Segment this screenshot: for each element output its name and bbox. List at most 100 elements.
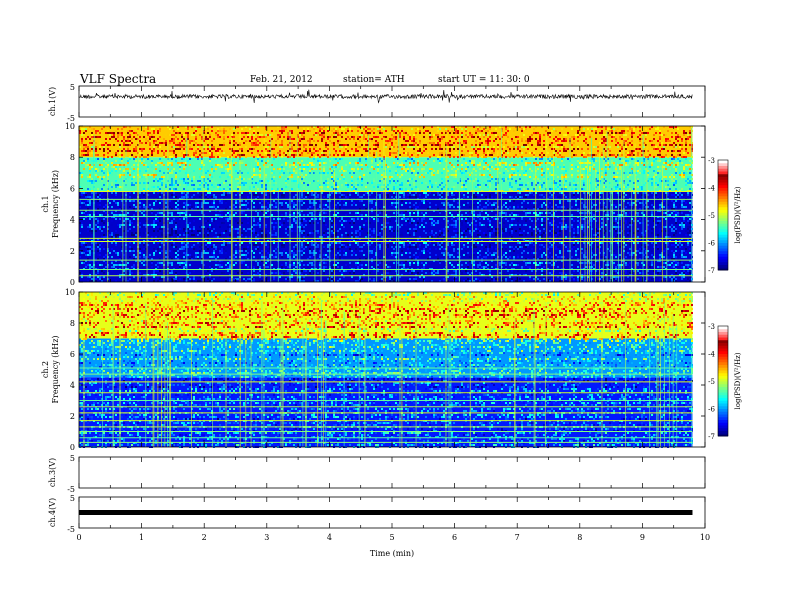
spectrogram-cell — [191, 196, 193, 198]
spectrogram-cell — [385, 186, 387, 188]
spectrogram-cell — [323, 126, 325, 128]
spectrogram-cell — [407, 146, 409, 148]
spectrogram-cell — [613, 212, 615, 214]
spectrogram-cell — [659, 154, 661, 156]
spectrogram-cell — [573, 192, 575, 194]
spectrogram-cell — [235, 212, 237, 214]
spectrogram-cell — [507, 140, 509, 142]
spectrogram-cell — [141, 142, 143, 144]
spectrogram-cell — [681, 176, 683, 178]
spectrogram-cell — [283, 196, 285, 198]
spectrogram-cell — [551, 214, 553, 216]
spectrogram-cell — [499, 194, 501, 196]
spectrogram-cell — [597, 186, 599, 188]
spectrogram-cell — [99, 194, 101, 196]
spectrogram-cell — [315, 132, 317, 134]
spectrogram-cell — [129, 144, 131, 146]
spectrogram-cell — [557, 168, 559, 170]
spectrogram-cell — [107, 152, 109, 154]
spectrogram-cell — [503, 202, 505, 204]
spectrogram-cell — [447, 144, 449, 146]
spectrogram-cell — [159, 130, 161, 132]
spectrogram-cell — [291, 174, 293, 176]
spectrogram-cell — [681, 200, 683, 202]
spectrogram-cell — [465, 182, 467, 184]
spectrogram-cell — [367, 166, 369, 168]
spectrogram-cell — [443, 186, 445, 188]
spectrogram-cell — [671, 178, 673, 180]
spectrogram-cell — [147, 158, 149, 160]
spectrogram-cell — [219, 160, 221, 162]
spectrogram-cell — [223, 128, 225, 130]
spectrogram-cell — [511, 138, 513, 140]
spectrogram-cell — [431, 174, 433, 176]
spectrogram-cell — [213, 156, 215, 158]
spectrogram-cell — [237, 192, 239, 194]
spectrogram-cell — [389, 170, 391, 172]
spectrogram-cell — [641, 154, 643, 156]
spectrogram-cell — [647, 172, 649, 174]
spectrogram-cell — [281, 132, 283, 134]
spectrogram-cell — [183, 178, 185, 180]
spectrogram-cell — [641, 182, 643, 184]
spectrogram-cell — [261, 130, 263, 132]
spectrogram-cell — [319, 156, 321, 158]
spectrogram-cell — [279, 202, 281, 204]
spectrogram-cell — [501, 152, 503, 154]
spectrogram-cell — [679, 172, 681, 174]
spectrogram-cell — [401, 146, 403, 148]
spectrogram-cell — [299, 148, 301, 150]
spectrogram-cell — [577, 166, 579, 168]
spectrogram-cell — [343, 194, 345, 196]
spectrogram-cell — [527, 182, 529, 184]
spectrogram-cell — [409, 172, 411, 174]
spectrogram-cell — [545, 210, 547, 212]
spectrogram-cell — [423, 136, 425, 138]
spectrogram-cell — [313, 134, 315, 136]
spectrogram-cell — [287, 170, 289, 172]
spectrogram-cell — [483, 160, 485, 162]
spectrogram-cell — [687, 168, 689, 170]
spectrogram-cell — [435, 148, 437, 150]
spectrogram-cell — [627, 190, 629, 192]
spectrogram-cell — [89, 168, 91, 170]
spectrogram-cell — [643, 158, 645, 160]
spectrogram-cell — [601, 206, 603, 208]
spectrogram-cell — [287, 166, 289, 168]
spectrogram-cell — [631, 128, 633, 130]
spectrogram-cell — [451, 192, 453, 194]
spectrogram-cell — [273, 208, 275, 210]
spectrogram-cell — [183, 158, 185, 160]
spectrogram-cell — [327, 196, 329, 198]
spectrogram-cell — [615, 204, 617, 206]
spectrogram-cell — [527, 168, 529, 170]
spectrogram-cell — [231, 154, 233, 156]
spectrogram-cell — [91, 194, 93, 196]
spectrogram-cell — [451, 186, 453, 188]
spectrogram-cell — [429, 206, 431, 208]
spectrogram-cell — [161, 192, 163, 194]
spectrogram-cell — [457, 128, 459, 130]
spectrogram-cell — [659, 136, 661, 138]
spectrogram-cell — [585, 202, 587, 204]
spectrogram-cell — [457, 160, 459, 162]
spectrogram-cell — [349, 128, 351, 130]
spectrogram-cell — [491, 156, 493, 158]
spectrogram-cell — [465, 126, 467, 128]
spectrogram-cell — [547, 172, 549, 174]
spectrogram-cell — [215, 164, 217, 166]
spectrogram-cell — [317, 194, 319, 196]
spectrogram-cell — [133, 168, 135, 170]
spectrogram-cell — [599, 132, 601, 134]
spectrogram-cell — [101, 164, 103, 166]
spectrogram-cell — [331, 178, 333, 180]
spectrogram-cell — [499, 138, 501, 140]
spectrogram-cell — [521, 160, 523, 162]
spectrogram-cell — [313, 168, 315, 170]
spectrogram-cell — [151, 162, 153, 164]
spectrogram-cell — [119, 206, 121, 208]
spectrogram-cell — [145, 140, 147, 142]
spectrogram-cell — [179, 184, 181, 186]
spectrogram-cell — [447, 142, 449, 144]
spectrogram-cell — [309, 170, 311, 172]
